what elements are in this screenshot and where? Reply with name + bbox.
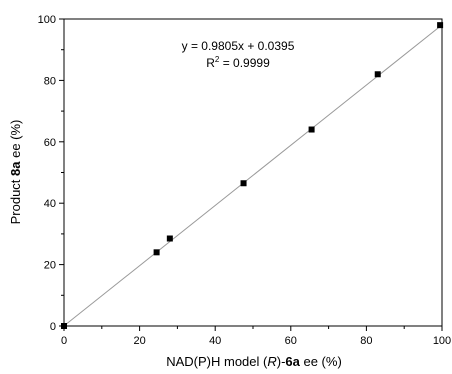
y-tick-label-1: 20 (44, 260, 56, 272)
x-tick-label-4: 80 (360, 335, 372, 347)
x-axis-ticks: 0 20 40 60 80 100 (61, 326, 451, 347)
data-point-3 (240, 180, 247, 187)
x-tick-label-2: 40 (209, 335, 221, 347)
data-point-1 (153, 249, 160, 256)
data-point-5 (374, 71, 381, 78)
y-tick-label-5: 100 (38, 14, 56, 26)
fit-line (63, 24, 443, 327)
y-tick-label-4: 80 (44, 75, 56, 87)
x-tick-label-3: 60 (285, 335, 297, 347)
data-point-6 (437, 22, 444, 29)
y-tick-label-2: 40 (44, 198, 56, 210)
x-tick-label-0: 0 (61, 335, 67, 347)
y-tick-label-0: 0 (50, 321, 56, 333)
fit-line-layer (63, 24, 443, 327)
y-tick-label-3: 60 (44, 137, 56, 149)
fit-equation: y = 0.9805x + 0.0395 (182, 39, 295, 53)
y-axis-ticks: 0 20 40 60 80 100 (38, 14, 64, 333)
fit-r-squared: R2 = 0.9999 (206, 55, 270, 70)
x-axis-label: NAD(P)H model (R)-6a ee (%) (166, 354, 342, 369)
data-point-4 (308, 126, 315, 133)
x-tick-label-1: 20 (133, 335, 145, 347)
x-tick-label-5: 100 (433, 335, 451, 347)
y-axis-label: Product 8a ee (%) (8, 120, 23, 225)
data-point-2 (166, 235, 173, 242)
